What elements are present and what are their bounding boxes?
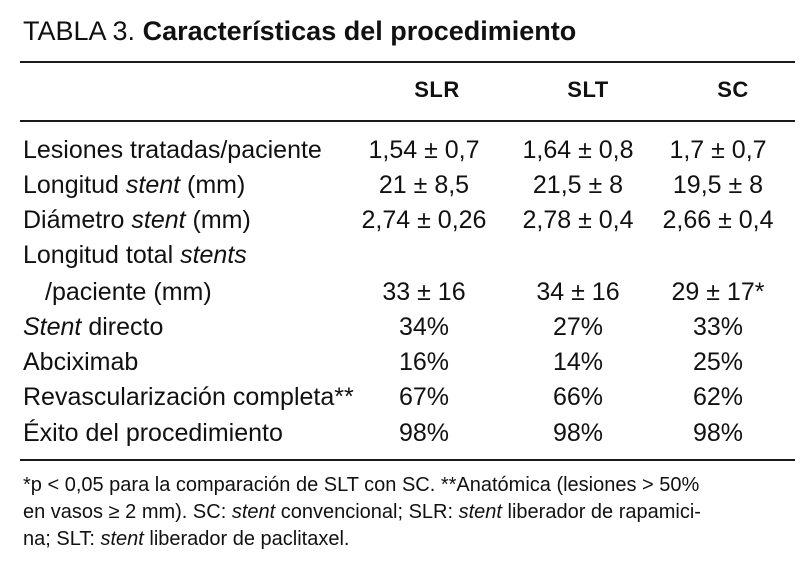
- table-row: Longitud stent (mm) 21 ± 8,5 21,5 ± 8 19,5 …: [0, 168, 808, 202]
- row-label: Lesiones tratadas/paciente: [23, 133, 322, 167]
- footnote-line: *p < 0,05 para la comparación de SLT con…: [23, 472, 793, 499]
- table-row: Éxito del procedimiento 98% 98% 98%: [0, 416, 808, 450]
- row-label-text: (mm): [185, 206, 251, 234]
- table-cell: 1,7 ± 0,7: [669, 136, 767, 164]
- table-footnote: *p < 0,05 para la comparación de SLT con…: [23, 472, 793, 553]
- row-label-text: Lesiones tratadas/paciente: [23, 136, 322, 164]
- table-cell: 67%: [398, 383, 450, 411]
- table-title: TABLA 3. Características del procedimien…: [23, 14, 576, 48]
- row-label: Éxito del procedimiento: [23, 416, 283, 450]
- table-cell: 21 ± 8,5: [378, 171, 470, 199]
- row-label: Longitud stent (mm): [23, 168, 245, 202]
- table-row: Revascularización completa** 67% 66% 62%: [0, 380, 808, 414]
- row-label-text: Revascularización completa**: [23, 383, 354, 411]
- top-rule: [20, 61, 795, 63]
- table-row: /paciente (mm) 33 ± 16 34 ± 16 29 ± 17*: [0, 275, 808, 309]
- column-header-slr: SLR: [414, 77, 460, 102]
- table-cell: 34 ± 16: [536, 278, 620, 306]
- table-row: Stent directo 34% 27% 33%: [0, 310, 808, 344]
- table-cell: 1,64 ± 0,8: [522, 136, 634, 164]
- table-cell: 66%: [552, 383, 604, 411]
- table-cell: 14%: [552, 348, 604, 376]
- row-label-text: directo: [81, 313, 164, 341]
- footnote-text: stent: [231, 501, 276, 523]
- footnote-line: en vasos ≥ 2 mm). SC: stent convencional…: [23, 499, 793, 526]
- table-cell: 2,78 ± 0,4: [522, 206, 634, 234]
- table-cell: 62%: [692, 383, 744, 411]
- row-label: Diámetro stent (mm): [23, 203, 251, 237]
- table-row: Lesiones tratadas/paciente 1,54 ± 0,7 1,64…: [0, 133, 808, 167]
- table-row: Abciximab 16% 14% 25%: [0, 345, 808, 379]
- row-label-text: Abciximab: [23, 348, 139, 376]
- row-label: Longitud total stents: [23, 238, 247, 272]
- table-cell: 98%: [552, 419, 604, 447]
- row-label: Abciximab: [23, 345, 138, 379]
- row-label-text: Éxito del procedimiento: [23, 419, 283, 447]
- table-cell: 21,5 ± 8: [532, 171, 624, 199]
- footnote-text: en vasos ≥ 2 mm). SC:: [23, 501, 232, 523]
- table-cell: 2,66 ± 0,4: [662, 206, 774, 234]
- row-label: /paciente (mm): [23, 275, 212, 309]
- table-cell: 98%: [692, 419, 744, 447]
- row-label: Revascularización completa**: [23, 380, 354, 414]
- footnote-text: liberador de rapamici-: [501, 501, 701, 523]
- table-cell: 16%: [398, 348, 450, 376]
- footnote-text: stent: [100, 528, 144, 550]
- table-cell: 19,5 ± 8: [672, 171, 764, 199]
- table-number: TABLA 3.: [23, 16, 136, 46]
- row-label: Stent directo: [23, 310, 163, 344]
- row-label-text: Diámetro: [23, 206, 132, 234]
- table-cell: 27%: [552, 313, 604, 341]
- row-label-text: (mm): [180, 171, 246, 199]
- table-cell: 29 ± 17*: [671, 278, 765, 306]
- row-label-text: Longitud total: [23, 241, 181, 269]
- row-label-text: stents: [180, 241, 247, 269]
- bottom-rule: [20, 459, 795, 461]
- table-row: Diámetro stent (mm) 2,74 ± 0,26 2,78 ± 0,4…: [0, 203, 808, 237]
- footnote-text: na; SLT:: [23, 528, 101, 550]
- table-cell: 33 ± 16: [382, 278, 466, 306]
- table-caption: Características del procedimiento: [142, 16, 577, 46]
- column-header-sc: SC: [717, 77, 749, 102]
- row-label-text: /paciente (mm): [45, 278, 212, 306]
- row-label-text: Longitud: [23, 171, 126, 199]
- row-label-text: stent: [131, 206, 186, 234]
- footnote-text: liberador de paclitaxel.: [143, 528, 350, 550]
- footnote-text: *p < 0,05 para la comparación de SLT con…: [23, 474, 700, 496]
- table-cell: 33%: [692, 313, 744, 341]
- table-cell: 1,54 ± 0,7: [368, 136, 480, 164]
- table-cell: 98%: [398, 419, 450, 447]
- footnote-line: na; SLT: stent liberador de paclitaxel.: [23, 526, 793, 553]
- footnote-text: stent: [458, 501, 502, 523]
- table-row: Longitud total stents: [0, 238, 808, 272]
- header-rule: [20, 120, 795, 122]
- row-label-text: Stent: [23, 313, 82, 341]
- row-label-text: stent: [125, 171, 181, 199]
- table-cell: 34%: [398, 313, 450, 341]
- column-header-slt: SLT: [567, 77, 609, 102]
- footnote-text: convencional; SLR:: [275, 501, 459, 523]
- table-cell: 25%: [692, 348, 744, 376]
- table-cell: 2,74 ± 0,26: [361, 206, 487, 234]
